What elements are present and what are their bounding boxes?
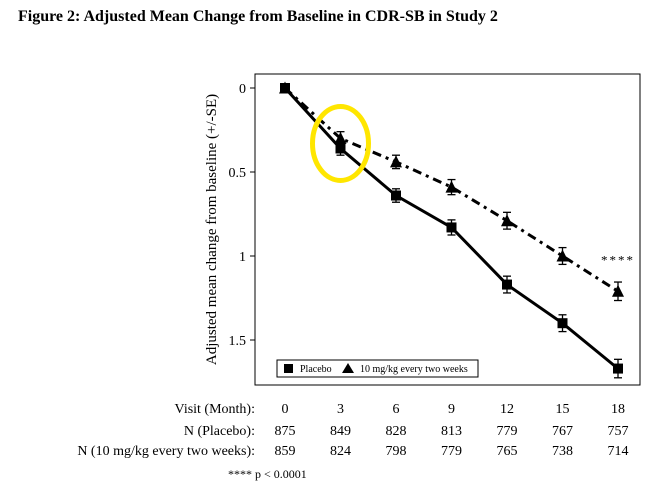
table-cell: 824 <box>330 444 351 459</box>
table-cell: 849 <box>330 424 351 439</box>
table-cell: 738 <box>552 444 573 459</box>
treatment-point <box>334 131 347 144</box>
figure-title: Figure 2: Adjusted Mean Change from Base… <box>18 8 498 25</box>
placebo-point <box>391 190 401 201</box>
table-cell: 15 <box>556 402 570 417</box>
y-axis-label: Adjusted mean change from baseline (+/-S… <box>204 94 220 365</box>
table-cell: 6 <box>393 402 400 417</box>
significance-marker: **** <box>601 252 635 267</box>
table-cell: 779 <box>497 424 518 439</box>
treatment-point <box>390 155 402 168</box>
plot-frame <box>254 73 641 386</box>
treatment-point <box>445 180 458 193</box>
treatment-point <box>556 249 569 262</box>
table-cell: 12 <box>500 402 514 417</box>
table-row-label: N (10 mg/kg every two weeks): <box>77 444 255 459</box>
y-tick-label: 1.5 <box>229 334 247 349</box>
yellow-highlight-circle <box>310 103 371 183</box>
treatment-point <box>501 214 513 227</box>
placebo-point <box>502 279 512 290</box>
y-tick-label: 0 <box>239 82 246 97</box>
table-cell: 18 <box>611 402 625 417</box>
placebo-point <box>446 222 457 233</box>
table-cell: 828 <box>386 424 407 439</box>
legend-box <box>276 359 479 378</box>
table-cell: 859 <box>275 444 296 459</box>
table-cell: 767 <box>552 424 573 439</box>
legend-placebo-label: Placebo <box>300 364 332 375</box>
table-cell: 875 <box>275 424 296 439</box>
treatment-point <box>612 284 624 297</box>
table-row-label: N (Placebo): <box>184 424 255 439</box>
table-cell: 0 <box>282 402 289 417</box>
table-cell: 3 <box>337 402 344 417</box>
table-cell: 714 <box>608 444 629 459</box>
table-cell: 798 <box>386 444 407 459</box>
legend-treatment-label: 10 mg/kg every two weeks <box>360 364 468 375</box>
table-cell: 757 <box>608 424 629 439</box>
table-cell: 779 <box>441 444 462 459</box>
y-tick-label: 0.5 <box>229 166 247 181</box>
table-row-label: Visit (Month): <box>175 402 255 417</box>
table-cell: 9 <box>448 402 455 417</box>
legend-treatment-marker <box>342 363 354 373</box>
y-tick-label: 1 <box>239 250 246 265</box>
placebo-point <box>613 363 623 374</box>
table-cell: 765 <box>497 444 518 459</box>
table-cell: 813 <box>441 424 462 439</box>
footnote: **** p < 0.0001 <box>228 467 307 481</box>
legend-placebo-marker <box>284 364 293 373</box>
placebo-point <box>557 318 568 329</box>
treatment-point <box>279 81 291 94</box>
placebo-point <box>335 143 346 154</box>
